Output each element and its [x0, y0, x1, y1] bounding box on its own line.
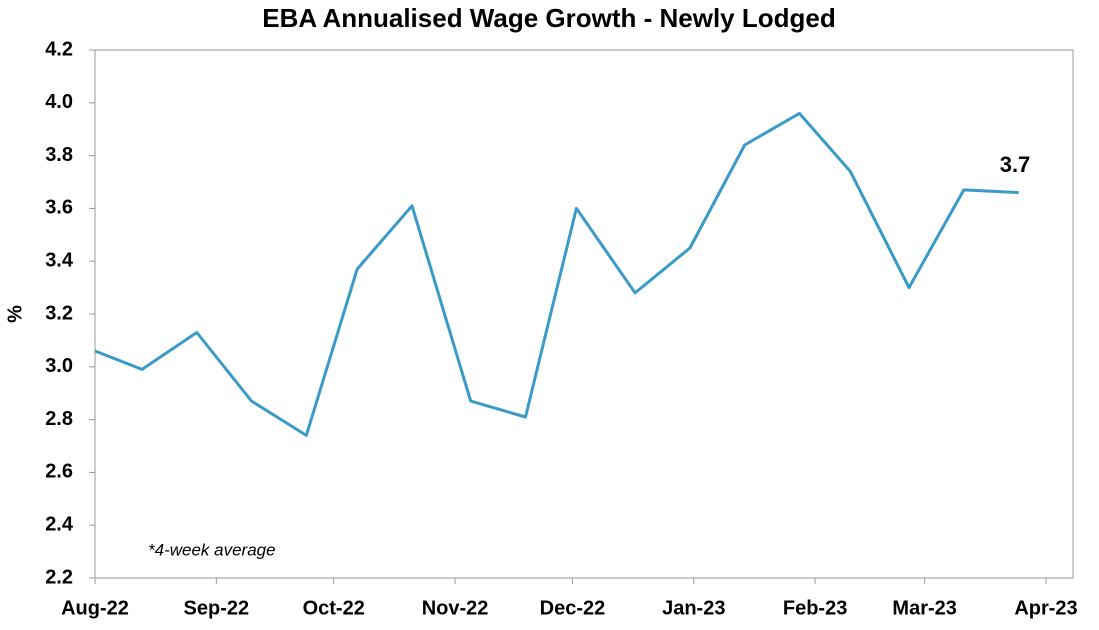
note: *4-week average	[148, 540, 276, 559]
x-tick-label: Apr-23	[1014, 597, 1077, 619]
y-tick-label: 3.8	[45, 144, 73, 166]
data-line	[94, 111, 1019, 437]
y-tick-label: 3.2	[45, 302, 73, 324]
y-tick-label: 3.0	[45, 355, 73, 377]
plot-frame	[94, 49, 1074, 579]
y-tick-label: 4.0	[45, 91, 73, 113]
y-tick-label: 3.4	[45, 249, 74, 271]
y-tick-label: 3.6	[45, 197, 73, 219]
x-tick-label: Oct-22	[303, 597, 365, 619]
y-tick-label: 2.4	[45, 513, 74, 535]
y-tick-label: 2.8	[45, 408, 73, 430]
x-tick-label: Dec-22	[540, 597, 606, 619]
x-tick-label: Sep-22	[184, 597, 250, 619]
y-tick-label: 2.2	[45, 566, 73, 588]
chart-title: EBA Annualised Wage Growth - Newly Lodge…	[262, 3, 835, 33]
x-tick-label: Feb-23	[783, 597, 847, 619]
x-tick-label: Jan-23	[662, 597, 725, 619]
y-tick-label: 4.2	[45, 38, 73, 60]
y-axis-label: %	[4, 305, 26, 323]
x-tick-label: Aug-22	[61, 597, 129, 619]
annotation: 3.7	[1000, 152, 1031, 177]
x-tick-label: Nov-22	[422, 597, 489, 619]
x-tick-label: Mar-23	[892, 597, 956, 619]
y-tick-label: 2.6	[45, 461, 73, 483]
